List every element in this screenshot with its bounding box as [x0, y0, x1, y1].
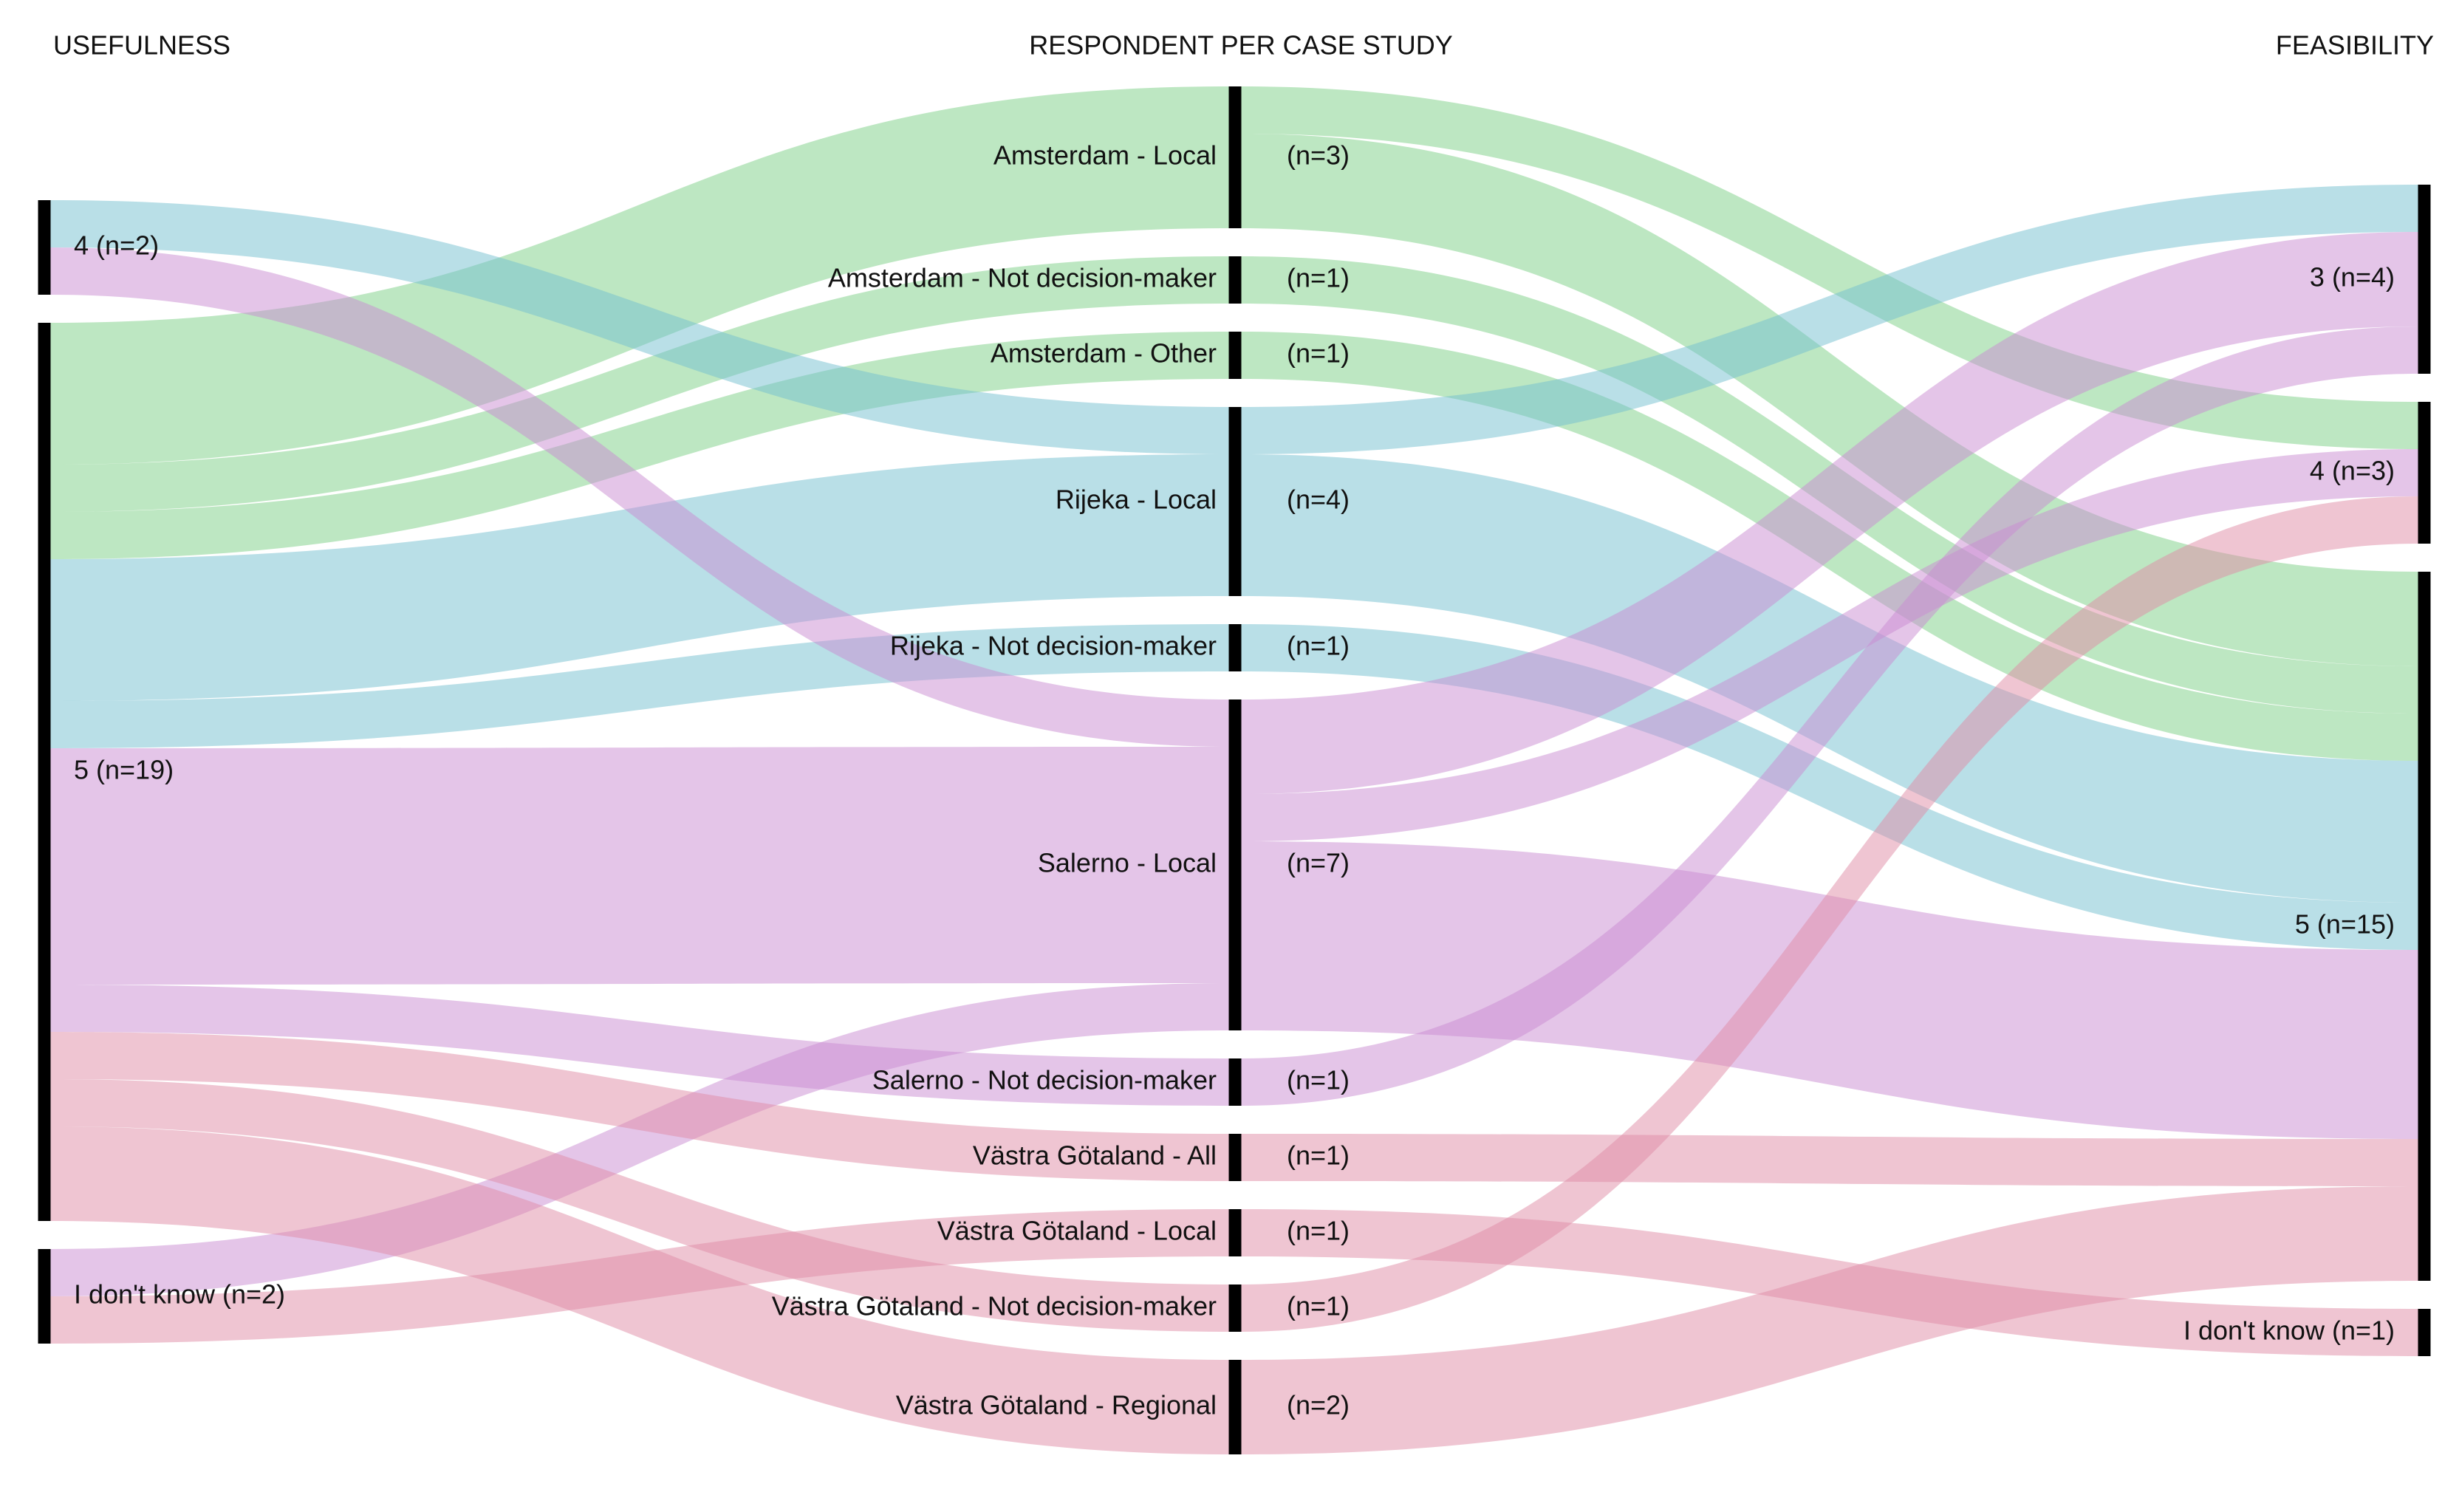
flow-link — [50, 985, 1229, 1106]
node-count: (n=1) — [1287, 1140, 1350, 1171]
node-label: Rijeka - Local — [1056, 485, 1217, 515]
flow-link — [50, 983, 1229, 1296]
flow-link — [1241, 185, 2418, 454]
node-label: 5 (n=19) — [74, 755, 174, 785]
flow-link — [1241, 1134, 2418, 1186]
node-count: (n=1) — [1287, 338, 1350, 369]
node-count: (n=3) — [1287, 140, 1350, 171]
node-count: (n=1) — [1287, 1216, 1350, 1246]
node-bar — [1228, 1058, 1242, 1106]
node-bar — [1228, 1209, 1242, 1256]
node-label: Västra Götaland - Regional — [896, 1390, 1217, 1420]
flow-link — [1241, 134, 2418, 666]
node-label: Salerno - Local — [1038, 848, 1217, 878]
flow-link — [50, 1126, 1229, 1454]
node-label: Salerno - Not decision-maker — [872, 1065, 1217, 1095]
node-label: I don't know (n=1) — [2183, 1316, 2395, 1346]
flow-link — [50, 256, 1229, 512]
node-bar — [2418, 402, 2431, 544]
node-bar — [1228, 86, 1242, 228]
node-bar — [38, 323, 51, 1221]
flow-link — [1241, 232, 2418, 794]
node-label: Västra Götaland - Not decision-maker — [772, 1291, 1217, 1321]
column-title: RESPONDENT PER CASE STUDY — [1029, 30, 1452, 61]
node-label: I don't know (n=2) — [74, 1279, 285, 1310]
node-count: (n=4) — [1287, 485, 1350, 515]
node-label: 5 (n=15) — [2295, 909, 2395, 940]
node-bar — [1228, 1134, 1242, 1181]
flow-link — [50, 747, 1229, 985]
node-count: (n=1) — [1287, 263, 1350, 293]
nodes: USEFULNESS 4 (n=2) 5 (n=19) I don't know (n… — [38, 30, 2434, 1454]
flow-link — [1241, 496, 2418, 1332]
column-title: USEFULNESS — [53, 30, 230, 61]
node-bar — [1228, 1360, 1242, 1454]
node-label: Amsterdam - Local — [993, 140, 1217, 171]
flow-link — [50, 1079, 1229, 1332]
node-count: (n=7) — [1287, 848, 1350, 878]
node-label: 4 (n=2) — [74, 230, 159, 261]
flow-link — [1241, 624, 2418, 950]
node-bar — [1228, 624, 1242, 671]
flow-link — [1241, 449, 2418, 841]
node-bar — [1228, 407, 1242, 596]
node-bar — [1228, 332, 1242, 379]
node-label: 4 (n=3) — [2310, 456, 2395, 486]
node-bar — [2418, 572, 2431, 1281]
node-bar — [2418, 1309, 2431, 1356]
node-count: (n=2) — [1287, 1390, 1350, 1420]
flow-link — [1241, 326, 2418, 1106]
flow-link — [50, 200, 1229, 454]
flow-link — [1241, 841, 2418, 1139]
node-count: (n=1) — [1287, 1065, 1350, 1095]
node-bar — [38, 200, 51, 295]
node-bar — [1228, 699, 1242, 1030]
flow-link — [1241, 1186, 2418, 1454]
node-bar — [2418, 185, 2431, 374]
node-count: (n=1) — [1287, 1291, 1350, 1321]
flow-link — [50, 247, 1229, 747]
node-count: (n=1) — [1287, 631, 1350, 661]
flow-link — [50, 86, 1229, 465]
node-bar — [1228, 256, 1242, 304]
flow-link — [50, 1032, 1229, 1181]
flow-link — [50, 454, 1229, 701]
flow-link — [1241, 86, 2418, 449]
links — [50, 86, 2418, 1454]
node-bar — [1228, 1284, 1242, 1332]
node-label: Västra Götaland - Local — [937, 1216, 1217, 1246]
node-label: 3 (n=4) — [2310, 262, 2395, 293]
node-bar — [38, 1249, 51, 1344]
column-title: FEASIBILITY — [2276, 30, 2434, 61]
node-label: Amsterdam - Other — [991, 338, 1217, 369]
node-label: Västra Götaland - All — [973, 1140, 1217, 1171]
node-label: Amsterdam - Not decision-maker — [828, 263, 1217, 293]
node-label: Rijeka - Not decision-maker — [890, 631, 1217, 661]
flow-link — [1241, 454, 2418, 903]
